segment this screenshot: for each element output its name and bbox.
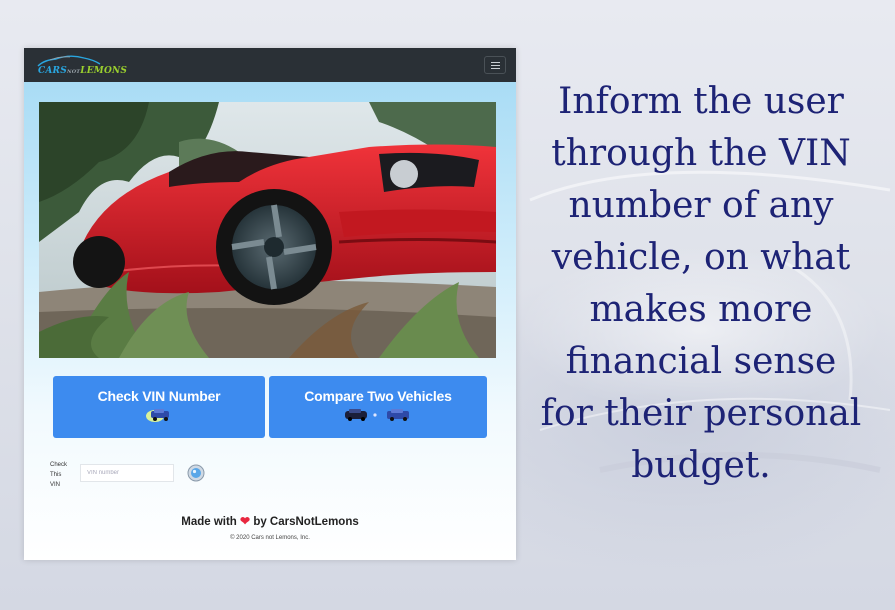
hero-image (39, 102, 496, 358)
logo-word-lemons: LEMONS (80, 66, 128, 76)
compare-vehicles-label: Compare Two Vehicles (304, 388, 452, 404)
app-window: CARSNOTLEMONS (24, 48, 516, 560)
compare-two-vehicles-button[interactable]: Compare Two Vehicles (269, 376, 487, 438)
check-vin-label: Check VIN Number (97, 388, 221, 404)
heart-icon: ❤ (240, 514, 251, 528)
made-with-suffix: by CarsNotLemons (253, 516, 359, 528)
two-cars-icon (345, 409, 409, 421)
made-with-prefix: Made with (181, 516, 237, 528)
vin-input[interactable] (80, 464, 174, 482)
vin-check-form: Check This VIN (50, 460, 250, 492)
logo-word-not: NOT (66, 69, 81, 75)
made-with-text: Made with ❤ by CarsNotLemons (24, 514, 516, 528)
car-icon (146, 409, 169, 422)
check-vin-button[interactable]: Check VIN Number (53, 376, 265, 438)
hamburger-menu-button[interactable] (484, 56, 506, 74)
vin-label: Check This VIN (50, 462, 68, 488)
main-content: Check VIN Number Compare Two Vehicles (24, 82, 516, 560)
marketing-caption: Inform the user through the VIN number o… (540, 81, 862, 486)
hamburger-line (491, 68, 500, 69)
copyright-text: © 2020 Cars not Lemons, Inc. (230, 535, 310, 541)
car-outline-icon (37, 55, 101, 67)
hamburger-line (491, 65, 500, 66)
brand-logo[interactable]: CARSNOTLEMONS (30, 52, 140, 78)
navbar: CARSNOTLEMONS (24, 48, 516, 82)
brand-logo-text: CARSNOTLEMONS (38, 66, 127, 76)
hamburger-line (491, 62, 500, 63)
logo-word-cars: CARS (38, 66, 67, 76)
vin-submit-icon[interactable] (187, 464, 205, 482)
